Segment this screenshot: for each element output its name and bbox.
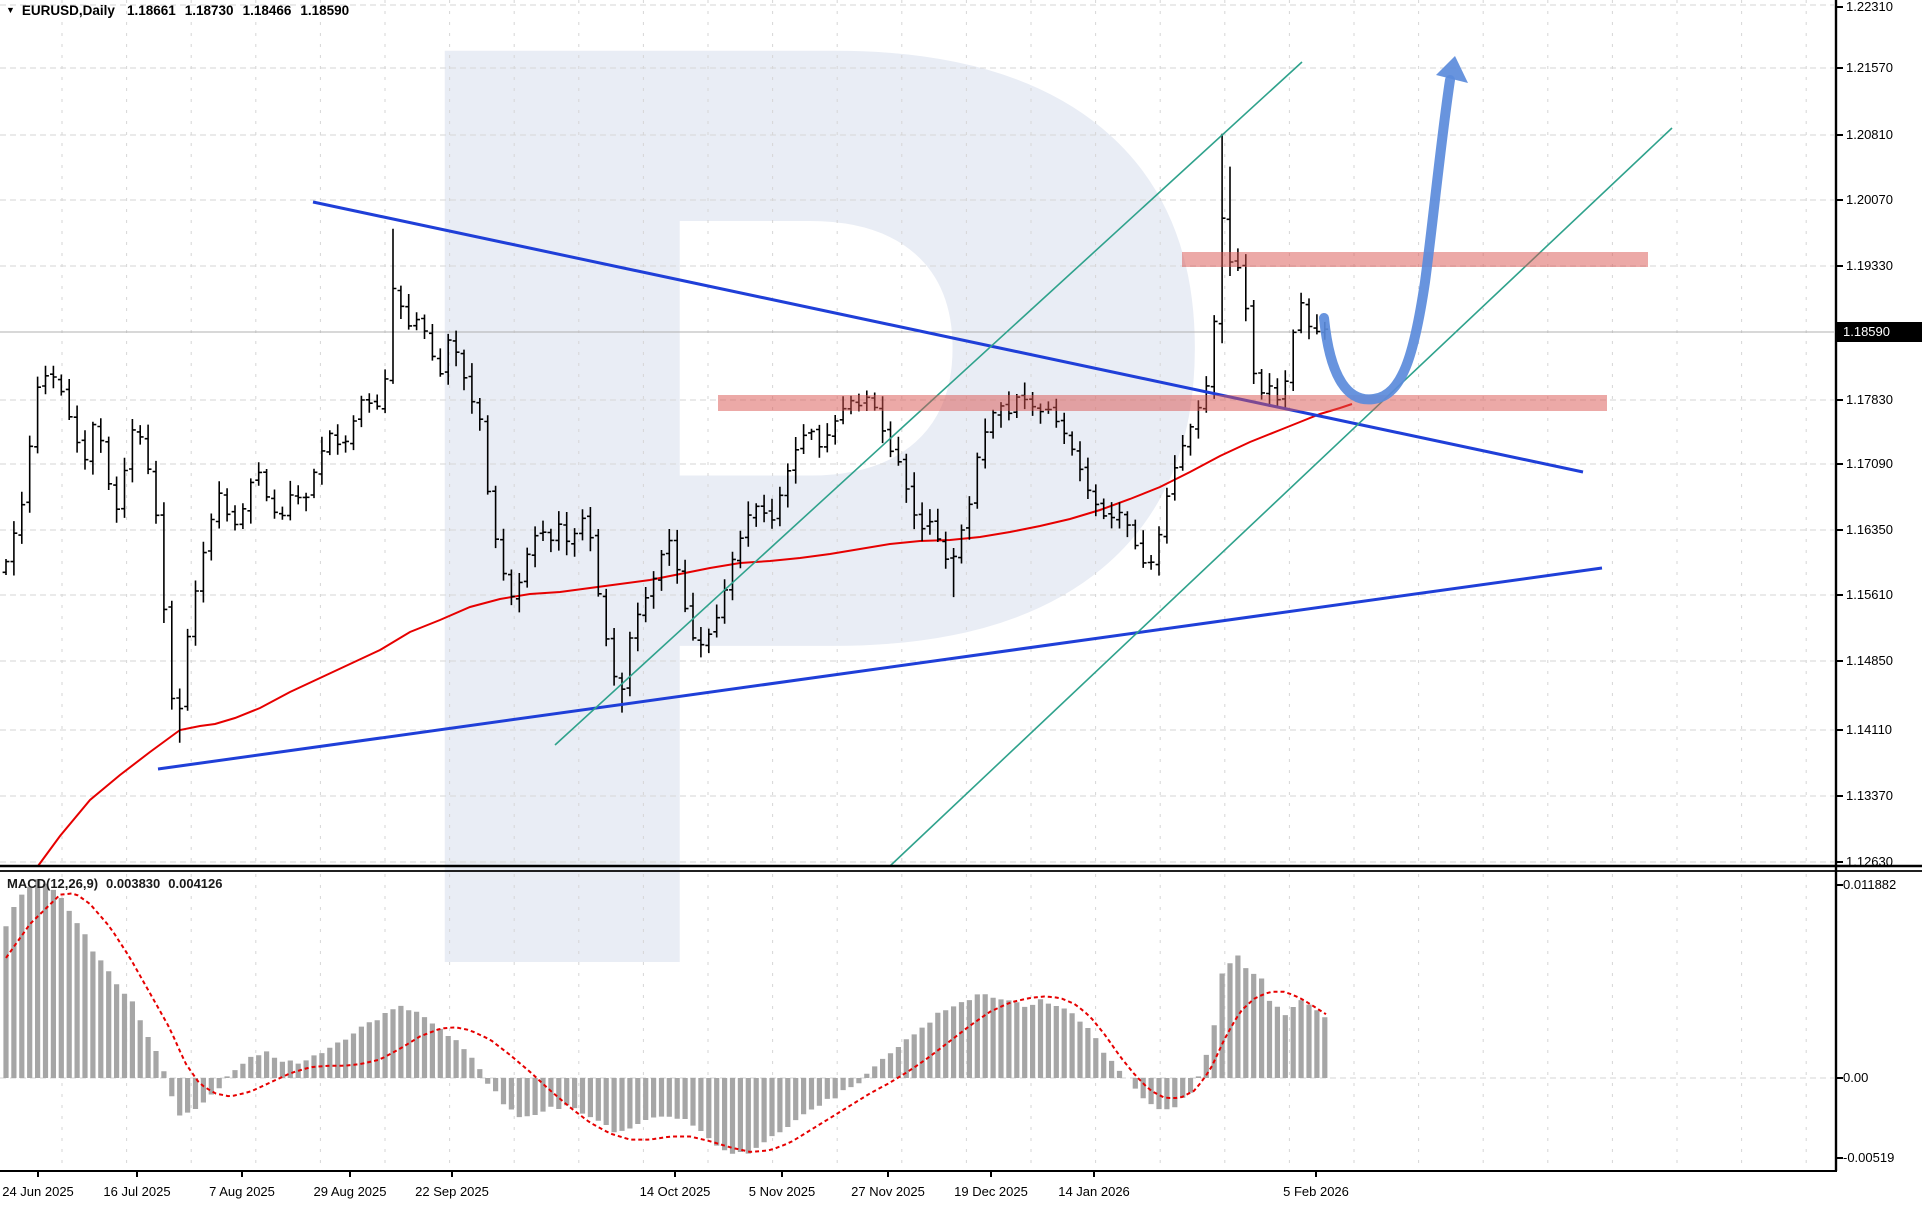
resistance-zone-upper[interactable] [1182, 252, 1648, 267]
quote-low: 1.18466 [242, 3, 292, 18]
chart-symbol-timeframe: EURUSD,Daily [21, 3, 115, 18]
macd-signal-value: 0.004126 [168, 876, 223, 891]
chart-dropdown-icon[interactable]: ▼ [6, 5, 15, 15]
broker-watermark-letter: P [330, 0, 1247, 1214]
macd-main-value: 0.003830 [106, 876, 161, 891]
current-price-badge: 1.18590 [1837, 322, 1922, 342]
quote-open: 1.18661 [126, 3, 176, 18]
macd-signal-line [5, 892, 1327, 1153]
forecast-arrow[interactable] [1319, 75, 1455, 405]
descending-resistance-line[interactable] [312, 200, 1584, 474]
quote-close: 1.18590 [300, 3, 350, 18]
macd-histogram [3, 879, 1328, 1154]
ma-line [37, 403, 1353, 867]
quote-high: 1.18730 [184, 3, 234, 18]
forecast-arrow-head [1436, 56, 1468, 83]
resistance-zone-lower[interactable] [718, 395, 1607, 411]
macd-indicator-label: MACD(12,26,9) 0.003830 0.004126 [7, 876, 231, 891]
ohlc-bars [2, 133, 1329, 743]
macd-name: MACD(12,26,9) [7, 876, 99, 891]
ascending-support-line[interactable] [157, 566, 1603, 771]
ascending-channel-right-line[interactable] [889, 127, 1673, 867]
chart-title: ▼ EURUSD,Daily 1.18661 1.18730 1.18466 1.1859… [6, 3, 349, 18]
